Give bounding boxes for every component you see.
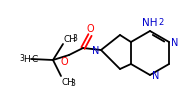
Text: O: O xyxy=(60,56,68,66)
Text: 3: 3 xyxy=(70,78,75,87)
Text: 2: 2 xyxy=(158,18,163,27)
Text: N: N xyxy=(92,46,99,56)
Text: 3: 3 xyxy=(19,54,24,63)
Text: CH: CH xyxy=(62,77,75,86)
Text: O: O xyxy=(86,24,94,34)
Text: 3: 3 xyxy=(72,34,77,43)
Text: CH: CH xyxy=(64,35,77,44)
Text: NH: NH xyxy=(142,18,158,28)
Text: N: N xyxy=(171,38,178,48)
Text: N: N xyxy=(152,70,159,80)
Text: H: H xyxy=(23,55,30,64)
Text: C: C xyxy=(31,55,37,64)
